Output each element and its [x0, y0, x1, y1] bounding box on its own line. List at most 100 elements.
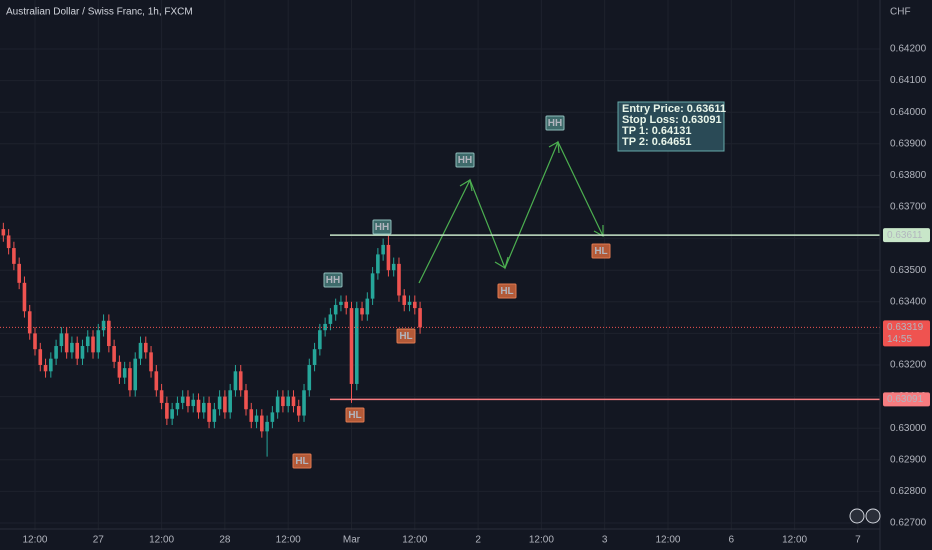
info-line: Stop Loss: 0.63091	[622, 114, 722, 126]
y-tick-label: 0.64200	[890, 44, 927, 55]
candle-body	[217, 396, 222, 410]
candle-body	[107, 320, 111, 347]
y-tick-label: 0.63200	[890, 360, 927, 371]
info-box-frame	[617, 101, 725, 152]
arrow-head	[548, 141, 560, 154]
candle-body	[365, 298, 370, 315]
candle-body	[207, 402, 211, 422]
info-line: Entry Price: 0.63611	[622, 103, 726, 115]
annotation-label: HL	[295, 456, 308, 467]
candle-body	[180, 396, 185, 403]
countdown-label: 14:55	[887, 334, 912, 345]
drawings: Entry Price: 0.63611 Stop Loss: 0.63091 …	[0, 101, 880, 469]
info-line: TP 1: 0.64131	[622, 125, 692, 137]
candle-body	[27, 311, 32, 334]
candle-body	[54, 346, 58, 359]
candle-body	[165, 402, 169, 419]
annotation-label: HH	[326, 275, 340, 286]
candle-body	[80, 346, 85, 359]
y-tick-label: 0.63500	[890, 265, 927, 276]
candle-body	[201, 402, 206, 413]
x-tick-label: 6	[729, 535, 735, 546]
y-tick-label: 0.63400	[890, 296, 927, 307]
candle-body	[407, 301, 412, 305]
candle-body	[386, 244, 391, 271]
x-tick-label: Mar	[343, 535, 361, 546]
candle-body	[270, 412, 275, 422]
candle-body	[122, 368, 127, 378]
candle-body	[412, 301, 417, 309]
candle-body	[17, 263, 21, 283]
y-tick-label: 0.62900	[890, 454, 927, 465]
price-tag	[883, 392, 930, 407]
candle-body	[339, 301, 343, 305]
annotation-box	[345, 407, 365, 423]
y-tick-label: 0.63900	[890, 138, 927, 149]
candle-body	[318, 330, 322, 350]
candle-body	[64, 333, 69, 353]
current-price-label: 0.63319	[887, 322, 924, 333]
x-tick-label: 2	[475, 535, 481, 546]
candle-body	[96, 330, 101, 353]
candle-body	[43, 364, 48, 372]
y-tick-label: 0.62700	[890, 518, 927, 529]
x-tick-label: 7	[855, 535, 861, 546]
icon	[849, 508, 865, 524]
info-box: Entry Price: 0.63611 Stop Loss: 0.63091 …	[617, 101, 726, 152]
candle-body	[85, 336, 90, 347]
grid	[0, 0, 880, 530]
candle-body	[22, 282, 27, 312]
candle-body	[296, 406, 301, 416]
candle-body	[333, 304, 338, 315]
candle-body	[260, 415, 264, 432]
candle-body	[75, 342, 79, 359]
candle-body	[49, 358, 53, 372]
y-tick-label: 0.64100	[890, 75, 927, 86]
candle-body	[265, 421, 269, 432]
x-tick-label: 27	[93, 535, 105, 546]
annotation-label: HL	[348, 410, 361, 421]
candle-body	[175, 402, 180, 410]
candle-body	[376, 254, 380, 274]
candle-body	[212, 409, 217, 422]
price-tag	[883, 228, 930, 243]
candle-body	[186, 396, 190, 407]
candle-body	[6, 235, 11, 249]
annotation-box	[591, 243, 611, 259]
info-line: TP 2: 0.64651	[622, 136, 692, 148]
annotation-label: HL	[399, 331, 412, 342]
annotation-label: HL	[500, 286, 513, 297]
x-tick-label: 12:00	[276, 535, 301, 546]
current-price-tag	[883, 320, 930, 347]
candle-body	[101, 320, 106, 331]
candle-body	[12, 248, 16, 264]
x-tick-label: 12:00	[782, 535, 807, 546]
candle-body	[349, 308, 354, 384]
annotation-box	[323, 272, 343, 288]
candle-body	[291, 396, 296, 407]
price-axis-background	[880, 0, 932, 550]
candle-body	[59, 333, 64, 347]
y-tick-label: 0.64000	[890, 107, 927, 118]
y-tick-label: 0.63700	[890, 202, 927, 213]
icon	[865, 508, 881, 524]
annotation-box	[292, 453, 312, 469]
candle-body	[312, 349, 317, 365]
candle-body	[196, 399, 201, 413]
arrow-head	[494, 256, 509, 269]
candle-body	[233, 371, 238, 391]
candle-body	[70, 342, 74, 353]
candle-body	[418, 308, 422, 328]
annotation-box	[497, 283, 517, 299]
x-tick-label: 3	[602, 535, 608, 546]
candle-body	[33, 333, 37, 350]
candle-body	[128, 368, 132, 391]
candle-body	[38, 349, 43, 365]
candle-body	[391, 263, 396, 271]
candle-body	[275, 396, 280, 413]
candle-body	[117, 361, 122, 378]
candle-body	[154, 371, 159, 391]
annotation-box	[396, 328, 416, 344]
